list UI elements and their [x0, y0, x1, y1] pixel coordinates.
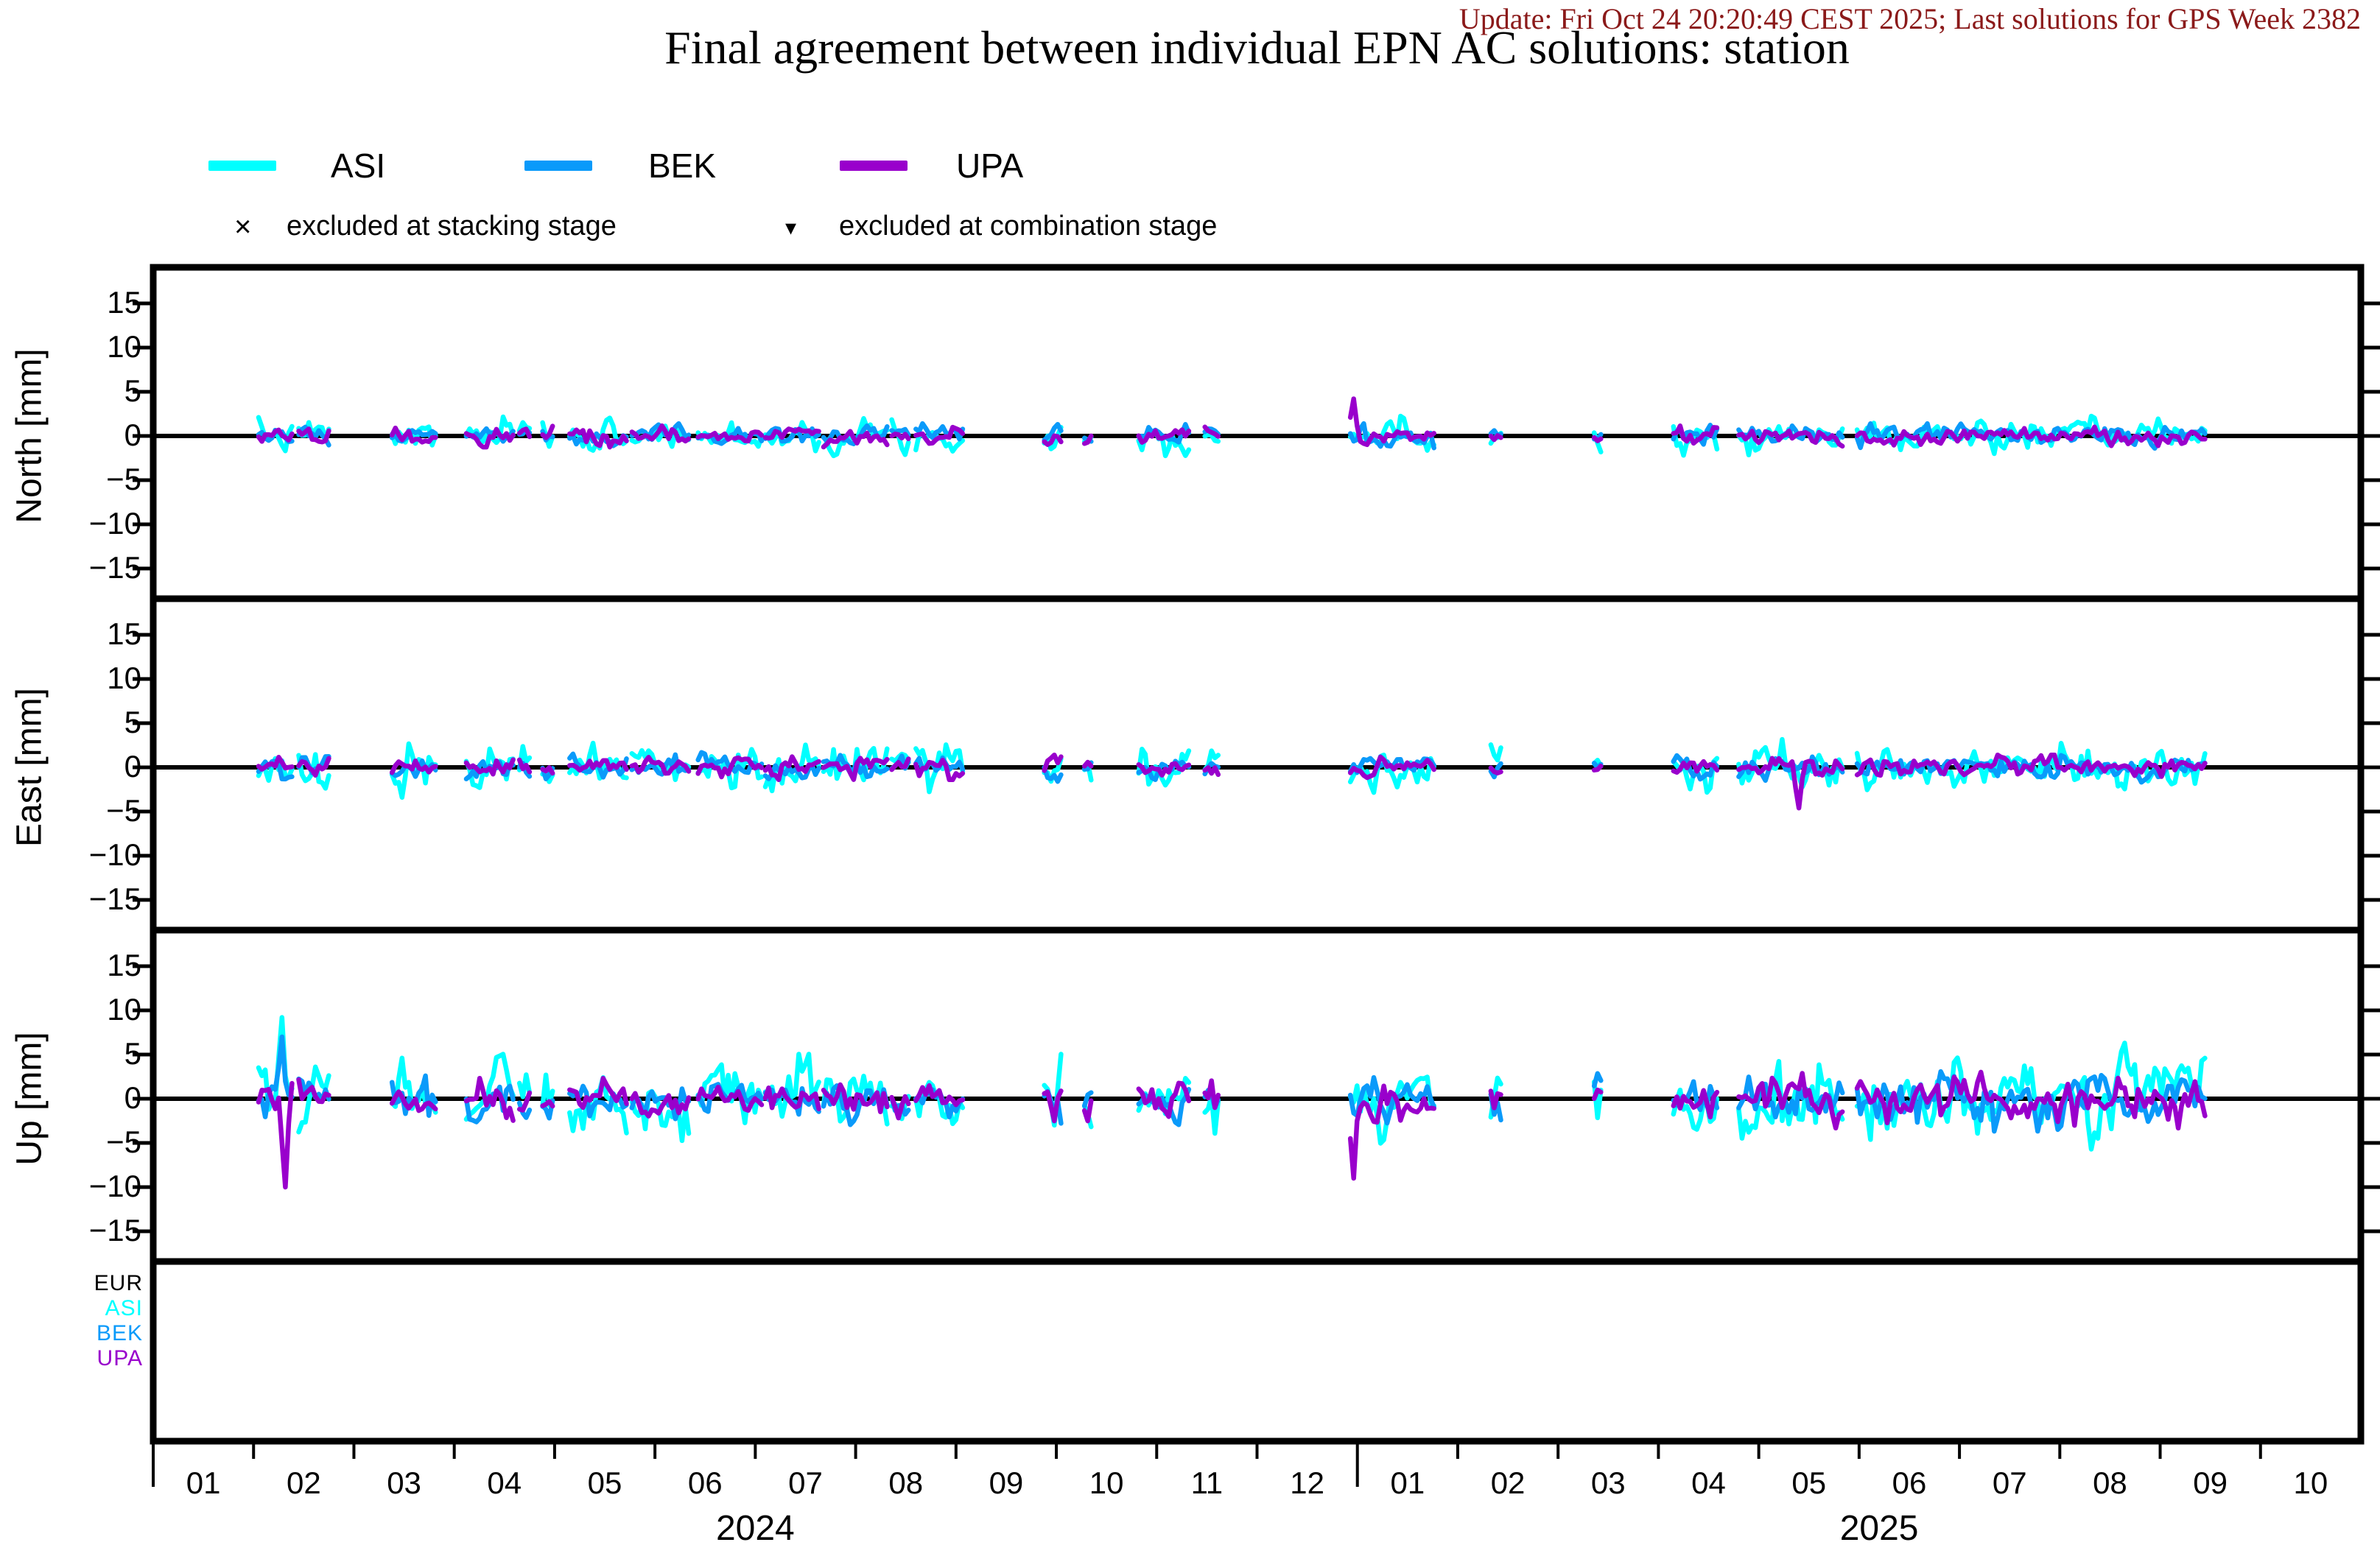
y-tick-label: 5	[124, 705, 141, 739]
y-tick-label: 5	[124, 1036, 141, 1071]
y-axis-title-up: Up [mm]	[10, 1032, 49, 1166]
y-tick-label: 0	[124, 418, 141, 452]
exclusion-row-label-eur: EUR	[94, 1271, 143, 1295]
legend-swatch-bek	[524, 161, 592, 171]
x-tick-label-month: 05	[1791, 1465, 1827, 1500]
x-tick-label-month: 05	[587, 1465, 622, 1500]
exclusion-row-label-upa: UPA	[96, 1346, 143, 1370]
x-tick-label-month: 03	[1590, 1465, 1626, 1500]
exclusion-row-label-bek: BEK	[96, 1321, 143, 1345]
x-tick-label-month: 09	[989, 1465, 1024, 1500]
x-tick-label-month: 07	[788, 1465, 823, 1500]
x-tick-label-month: 10	[2293, 1465, 2328, 1500]
legend-swatch-asi	[208, 161, 276, 171]
y-tick-label: −10	[88, 506, 141, 541]
y-tick-label: −5	[106, 1125, 141, 1159]
y-tick-label: 10	[107, 992, 141, 1027]
x-tick-label-month: 12	[1290, 1465, 1324, 1500]
legend-swatch-upa	[840, 161, 908, 171]
y-axis-title-north: North [mm]	[10, 348, 49, 524]
legend-label-bek: BEK	[648, 147, 717, 185]
y-axis-title-east: East [mm]	[10, 687, 49, 848]
x-tick-label-month: 09	[2193, 1465, 2228, 1500]
exclusion-marker-label-0: excluded at stacking stage	[287, 211, 617, 242]
x-tick-label-month: 08	[2093, 1465, 2127, 1500]
exclusion-row-label-asi: ASI	[105, 1296, 143, 1320]
x-tick-label-month: 02	[286, 1465, 321, 1500]
y-tick-label: 10	[107, 329, 141, 364]
x-tick-label-month: 02	[1490, 1465, 1526, 1500]
x-tick-label-month: 04	[1691, 1465, 1726, 1500]
x-tick-label-month: 03	[387, 1465, 421, 1500]
x-tick-label-month: 07	[1992, 1465, 2027, 1500]
series-upa-up	[256, 1069, 2208, 1190]
y-tick-label: 5	[124, 373, 141, 408]
y-tick-label: −10	[88, 837, 141, 872]
y-tick-label: 15	[107, 285, 141, 320]
x-tick-label-month: 06	[1892, 1465, 1927, 1500]
series-bek-up	[256, 1034, 2208, 1134]
y-tick-label: −15	[88, 881, 141, 916]
y-tick-label: 10	[107, 661, 141, 695]
series-upa-north	[256, 396, 2208, 450]
y-tick-label: 0	[124, 1080, 141, 1115]
legend-label-asi: ASI	[331, 147, 386, 185]
y-tick-label: 0	[124, 749, 141, 784]
x-axis-year-label: 2024	[715, 1509, 795, 1545]
x-tick-label-month: 08	[888, 1465, 924, 1500]
x-tick-label-month: 06	[687, 1465, 723, 1500]
x-tick-label-month: 04	[487, 1465, 522, 1500]
series-asi-up	[256, 1015, 2208, 1152]
series-upa-east	[256, 752, 2208, 811]
legend-label-upa: UPA	[956, 147, 1024, 185]
y-tick-label: −10	[88, 1169, 141, 1203]
x-tick-label-month: 10	[1089, 1465, 1124, 1500]
exclusion-marker-symbol-0: ×	[234, 211, 252, 243]
page-title: Final agreement between individual EPN A…	[664, 21, 1850, 74]
x-tick-label-month: 01	[1390, 1465, 1425, 1500]
exclusion-marker-symbol-1: ▾	[785, 216, 797, 240]
y-tick-label: −15	[88, 550, 141, 585]
y-tick-label: −5	[106, 793, 141, 828]
x-tick-label-month: 01	[186, 1465, 221, 1500]
x-tick-label-month: 11	[1190, 1465, 1224, 1500]
update-banner: Update: Fri Oct 24 20:20:49 CEST 2025; L…	[1458, 2, 2361, 35]
x-axis-year-label: 2025	[1839, 1509, 1919, 1545]
y-tick-label: −15	[88, 1213, 141, 1247]
exclusion-marker-label-1: excluded at combination stage	[839, 211, 1218, 242]
y-tick-label: −5	[106, 462, 141, 496]
y-tick-label: 15	[107, 948, 141, 982]
y-tick-label: 15	[107, 616, 141, 651]
